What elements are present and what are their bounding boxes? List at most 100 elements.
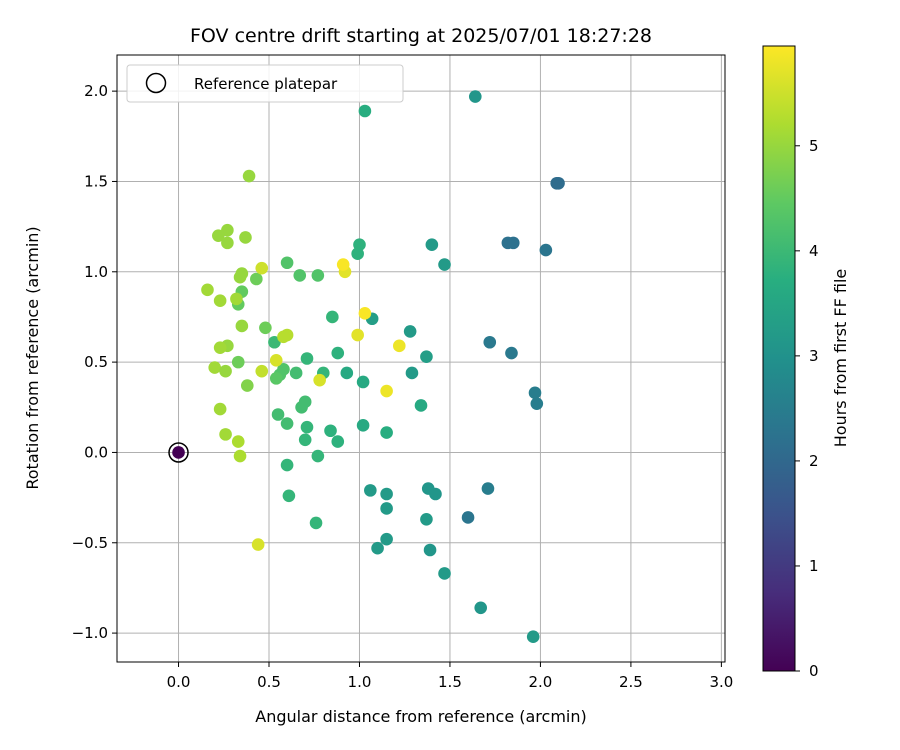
colorbar-gradient [762,45,796,672]
scatter-point [213,341,227,354]
scatter-point [336,258,350,271]
scatter-point [235,319,249,333]
colorbar-tick-label: 1 [809,557,819,575]
scatter-point [506,236,520,250]
scatter-point [420,350,433,363]
scatter-point [331,435,345,448]
scatter-point [221,223,234,237]
scatter-point [269,354,283,367]
legend-label: Reference platepar [194,75,338,93]
scatter-point [298,433,312,447]
scatter-point [481,482,495,495]
scatter-point [358,104,372,118]
scatter-point [405,366,419,380]
scatter-point [326,310,339,324]
scatter-point [425,238,439,251]
x-tick-label: 2.5 [619,673,643,691]
scatter-point [251,538,265,551]
colorbar-tick-label: 5 [809,137,819,155]
scatter-point [219,364,232,378]
scatter-point [380,487,393,501]
x-axis-ticks: 0.0 0.5 1.0 1.5 2.0 2.5 3.0 [167,662,733,691]
grid-lines [117,55,725,662]
scatter-point [505,346,518,360]
scatter-point [474,601,488,615]
scatter-point [364,484,377,497]
scatter-point [277,330,290,344]
y-tick-label: 2.0 [84,82,108,100]
y-tick-label: −0.5 [72,534,108,552]
scatter-point [539,243,553,257]
scatter-point [235,267,249,280]
scatter-point [230,292,243,306]
scatter-point [438,258,451,271]
scatter-point [213,402,227,416]
scatter-point [423,543,437,557]
colorbar: 0 1 2 3 4 5 Hours from first FF file [762,45,850,680]
scatter-point [403,325,417,338]
x-tick-label: 2.0 [528,673,552,691]
colorbar-ticks: 0 1 2 3 4 5 [795,137,819,680]
scatter-point [280,458,294,472]
reference-platepar-marker [168,442,189,463]
scatter-point [358,307,372,320]
scatter-point [371,541,384,555]
scatter-point [468,90,482,103]
y-axis-label: Rotation from reference (arcmin) [23,226,42,489]
scatter-point [380,426,393,439]
plot-frame [116,54,726,663]
legend: Reference platepar [126,64,404,103]
scatter-point [300,352,314,365]
colorbar-tick-label: 4 [809,242,819,260]
scatter-point [269,372,283,385]
scatter-point [231,435,245,448]
scatter-point [208,361,222,374]
chart-title: FOV centre drift starting at 2025/07/01 … [190,25,652,47]
scatter-point [313,373,326,387]
scatter-point [420,512,433,526]
scatter-point [289,366,303,380]
y-tick-label: 1.0 [84,263,108,281]
y-axis-ticks: −1.0 −0.5 0.0 0.5 1.0 1.5 2.0 [72,82,117,642]
x-tick-label: 3.0 [709,673,733,691]
scatter-point [271,408,285,421]
scatter-point [438,567,451,580]
legend-marker-open-circle [145,72,167,94]
scatter-point [380,502,393,515]
scatter-point [324,424,337,438]
scatter-point [356,419,370,432]
colorbar-label: Hours from first FF file [831,269,850,448]
scatter-point [212,229,225,242]
scatter-point [340,366,354,380]
scatter-point [231,355,245,369]
y-tick-label: 0.0 [84,443,108,461]
x-tick-label: 0.5 [257,673,281,691]
scatter-point [293,269,307,282]
scatter-point [255,261,269,275]
x-tick-label: 1.5 [438,673,462,691]
scatter-point [429,487,442,501]
scatter-point [172,446,185,459]
scatter-point [219,428,232,441]
scatter-point [461,511,475,524]
scatter-point [268,335,281,349]
scatter-point [526,630,540,644]
scatter-point [240,379,254,392]
scatter-point [298,395,312,409]
scatter-point [530,397,544,410]
scatter-point [259,321,272,335]
scatter-point [380,384,393,398]
scatter-point [351,247,364,261]
scatter-point [528,386,542,400]
scatter-point [356,375,370,389]
y-tick-label: 0.5 [84,353,108,371]
scatter-point [239,231,252,244]
scatter-point [483,335,497,349]
y-tick-label: −1.0 [72,624,108,642]
scatter-point [213,294,227,307]
x-tick-label: 0.0 [167,673,191,691]
scatter-point [201,283,214,297]
scatter-point [311,269,325,282]
scatter-point [280,256,294,270]
x-axis-label: Angular distance from reference (arcmin) [255,707,586,726]
